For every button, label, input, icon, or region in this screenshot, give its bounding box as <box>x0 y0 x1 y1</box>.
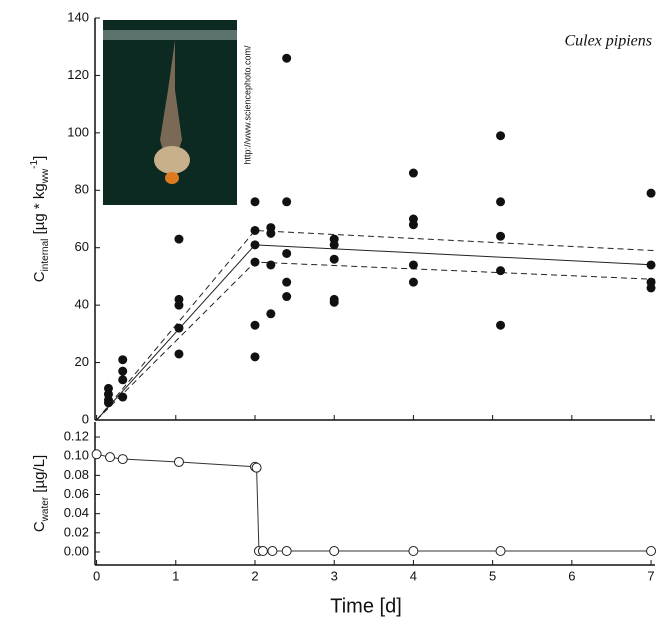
data-point <box>250 320 260 330</box>
data-point <box>495 546 506 557</box>
data-point <box>282 248 292 258</box>
x-tick-label: 5 <box>489 568 496 583</box>
y-tick-label: 20 <box>75 354 89 369</box>
data-point <box>117 454 128 465</box>
data-point <box>250 257 260 267</box>
data-point <box>329 254 339 264</box>
data-point <box>174 349 184 359</box>
data-point <box>118 366 128 376</box>
x-axis-title: Time [d] <box>330 595 402 617</box>
y-axis-title-part: C <box>31 521 48 532</box>
data-point <box>282 197 292 207</box>
data-point <box>496 320 506 330</box>
x-tick-label: 4 <box>410 568 417 583</box>
y-tick-label: 0.10 <box>64 448 89 463</box>
y-axis-title: Cwater [µg/L] <box>31 455 51 532</box>
data-point <box>646 188 656 198</box>
y-tick-label: 60 <box>75 239 89 254</box>
model-line <box>96 261 656 421</box>
data-point <box>173 456 184 467</box>
data-point <box>282 53 292 63</box>
y-axis-title-part: C <box>31 271 48 282</box>
x-tick-label: 6 <box>568 568 575 583</box>
x-tick-label: 2 <box>251 568 258 583</box>
data-point <box>118 392 128 402</box>
data-point <box>408 220 418 230</box>
data-point <box>267 546 278 557</box>
model-line <box>96 229 656 421</box>
data-point <box>329 240 339 250</box>
y-axis-title-part: [µg/L] <box>31 455 48 493</box>
y-tick-label: 0.12 <box>64 428 89 443</box>
annotation: Culex pipiens <box>564 33 652 50</box>
y-axis-title-part: internal <box>40 239 51 272</box>
data-point <box>118 355 128 365</box>
x-tick-label: 3 <box>331 568 338 583</box>
data-point <box>103 398 113 408</box>
y-axis-title: Cinternal [µg * kgww-1] <box>29 156 51 283</box>
data-point <box>329 546 340 557</box>
data-point <box>329 297 339 307</box>
data-point <box>250 197 260 207</box>
y-tick-label: 0.08 <box>64 467 89 482</box>
y-axis-title-part: ] <box>31 156 48 160</box>
x-tick-label: 7 <box>647 568 654 583</box>
data-point <box>266 309 276 319</box>
data-line <box>96 453 652 552</box>
data-point <box>408 168 418 178</box>
data-point <box>105 452 116 463</box>
x-tick-label: 1 <box>172 568 179 583</box>
inset-caption: http://www.sciencephoto.com/ <box>242 45 252 165</box>
y-tick-label: 120 <box>67 67 89 82</box>
x-tick-label: 0 <box>93 568 100 583</box>
y-tick-label: 0.04 <box>64 505 89 520</box>
data-point <box>118 375 128 385</box>
data-point <box>646 283 656 293</box>
data-point <box>646 546 657 557</box>
data-point <box>496 131 506 141</box>
data-point <box>174 323 184 333</box>
y-axis-title-part: ww <box>40 168 51 184</box>
data-point <box>174 234 184 244</box>
y-axis-title-part: -1 <box>29 159 40 168</box>
data-point <box>266 228 276 238</box>
data-point <box>408 546 419 557</box>
y-tick-label: 40 <box>75 297 89 312</box>
data-point <box>266 260 276 270</box>
data-point <box>496 197 506 207</box>
y-tick-label: 0.00 <box>64 543 89 558</box>
y-axis-title-part: water <box>40 496 51 522</box>
y-tick-label: 0.02 <box>64 524 89 539</box>
data-point <box>257 546 268 557</box>
y-tick-label: 0 <box>82 411 89 426</box>
y-axis-title-part: [µg * kg <box>31 183 48 234</box>
data-point <box>251 462 262 473</box>
y-tick-label: 0.06 <box>64 486 89 501</box>
y-tick-label: 80 <box>75 182 89 197</box>
data-point <box>408 277 418 287</box>
data-point <box>281 546 292 557</box>
model-line <box>96 244 656 421</box>
data-point <box>250 352 260 362</box>
data-point <box>408 260 418 270</box>
data-point <box>174 300 184 310</box>
data-point <box>496 231 506 241</box>
inset-photo <box>103 20 237 205</box>
data-point <box>91 449 102 460</box>
y-tick-label: 140 <box>67 9 89 24</box>
y-tick-label: 100 <box>67 124 89 139</box>
data-point <box>250 240 260 250</box>
data-point <box>282 277 292 287</box>
data-point <box>282 292 292 302</box>
data-point <box>496 266 506 276</box>
data-point <box>250 225 260 235</box>
data-point <box>646 260 656 270</box>
